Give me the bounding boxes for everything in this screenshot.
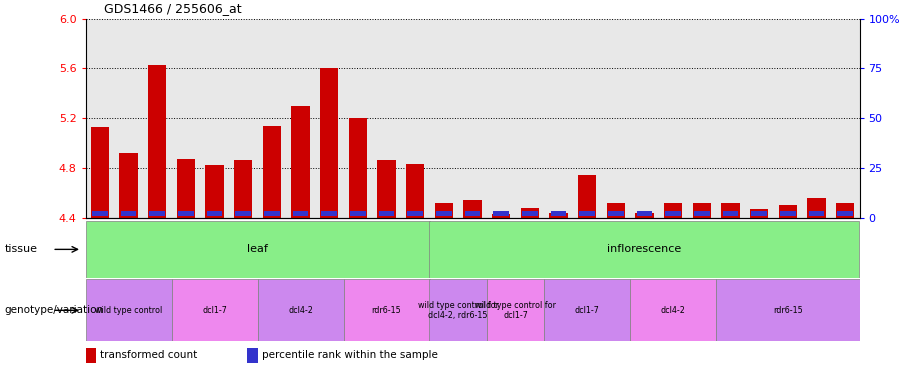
Bar <box>92 211 108 216</box>
Bar <box>176 159 195 218</box>
Bar <box>119 153 138 218</box>
Bar <box>292 211 309 216</box>
Text: dcl1-7: dcl1-7 <box>202 306 227 315</box>
Text: dcl4-2: dcl4-2 <box>661 306 686 315</box>
Bar <box>750 209 769 218</box>
Text: inflorescence: inflorescence <box>608 244 681 254</box>
Text: percentile rank within the sample: percentile rank within the sample <box>262 350 438 360</box>
Bar <box>320 69 338 218</box>
Bar <box>178 211 194 216</box>
Bar <box>436 211 452 216</box>
Bar <box>692 202 711 217</box>
Bar <box>350 211 365 216</box>
Text: leaf: leaf <box>248 244 268 254</box>
Bar <box>752 211 767 216</box>
Bar <box>86 348 96 363</box>
Bar <box>636 211 652 216</box>
Text: transformed count: transformed count <box>101 350 198 360</box>
Bar <box>837 211 853 216</box>
Bar <box>491 214 510 217</box>
Bar <box>544 279 630 341</box>
Bar <box>780 211 796 216</box>
Bar <box>263 126 281 218</box>
Bar <box>234 160 253 218</box>
Text: tissue: tissue <box>4 244 38 254</box>
Bar <box>321 211 338 216</box>
Bar <box>348 118 367 218</box>
Bar <box>344 279 429 341</box>
Bar <box>778 205 797 218</box>
Bar <box>435 202 453 217</box>
Text: wild type control for
dcl4-2, rdr6-15: wild type control for dcl4-2, rdr6-15 <box>418 301 499 320</box>
Bar <box>406 164 425 218</box>
Bar <box>429 279 487 341</box>
Bar <box>207 211 222 216</box>
Text: dcl1-7: dcl1-7 <box>575 306 599 315</box>
Text: rdr6-15: rdr6-15 <box>372 306 401 315</box>
Bar <box>377 160 396 218</box>
Bar <box>578 175 597 217</box>
Bar <box>694 211 710 216</box>
Text: dcl4-2: dcl4-2 <box>288 306 313 315</box>
Bar <box>721 202 740 217</box>
Bar <box>723 211 738 216</box>
Bar <box>493 211 509 216</box>
Bar <box>235 211 251 216</box>
Bar <box>172 279 257 341</box>
Bar <box>836 202 854 217</box>
Text: wild type control: wild type control <box>94 306 162 315</box>
Bar <box>716 279 860 341</box>
Bar <box>407 211 423 216</box>
Bar <box>608 211 624 216</box>
Bar <box>257 279 344 341</box>
Bar <box>149 211 165 216</box>
Bar <box>205 165 224 218</box>
Bar <box>429 221 860 278</box>
Bar <box>487 279 544 341</box>
Text: genotype/variation: genotype/variation <box>4 305 104 315</box>
Bar <box>121 211 137 216</box>
Bar <box>630 279 716 341</box>
Bar <box>148 65 166 218</box>
Bar <box>580 211 595 216</box>
Bar <box>549 213 568 217</box>
Text: wild type control for
dcl1-7: wild type control for dcl1-7 <box>475 301 556 320</box>
Bar <box>292 106 310 218</box>
Bar <box>91 127 109 218</box>
Bar <box>464 200 482 217</box>
Bar <box>607 202 625 217</box>
Bar <box>464 211 481 216</box>
Bar <box>379 211 394 216</box>
Text: rdr6-15: rdr6-15 <box>773 306 803 315</box>
Bar <box>664 202 682 217</box>
Bar <box>520 208 539 218</box>
Bar <box>551 211 566 216</box>
Bar <box>86 279 172 341</box>
Bar <box>264 211 280 216</box>
Bar <box>635 213 653 217</box>
Bar <box>248 348 258 363</box>
Bar <box>522 211 538 216</box>
Text: GDS1466 / 255606_at: GDS1466 / 255606_at <box>104 2 241 15</box>
Bar <box>807 198 826 217</box>
Bar <box>86 221 429 278</box>
Bar <box>665 211 681 216</box>
Bar <box>808 211 824 216</box>
